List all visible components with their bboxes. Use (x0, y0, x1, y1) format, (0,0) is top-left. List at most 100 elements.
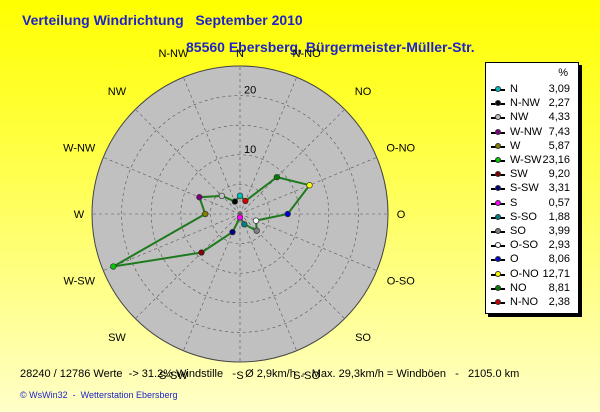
legend-item: O 8,06 (486, 253, 578, 267)
legend-marker (495, 299, 501, 305)
grid-spoke (239, 77, 297, 215)
legend-marker (495, 228, 501, 234)
grid-ring (150, 124, 330, 304)
legend-marker (495, 128, 501, 135)
legend-label: S-SW (510, 182, 539, 195)
legend-value: 12,71 (542, 267, 570, 280)
legend-value: 0,57 (548, 196, 570, 209)
data-point (306, 182, 313, 189)
legend-item: NW 4,33 (486, 111, 578, 125)
direction-label: W (74, 209, 85, 221)
chart-title: Verteilung Windrichtung September 2010 (22, 12, 303, 28)
direction-label: O-NO (386, 142, 415, 154)
legend-item: S-SO 1,88 (486, 211, 578, 225)
grid-spoke (183, 213, 241, 351)
legend-value: 9,20 (548, 168, 570, 181)
legend-marker (495, 171, 501, 178)
stats-footer: 28240 / 12786 Werte -> 31.2% Windstille … (20, 368, 520, 380)
legend-item: N 3,09 (486, 83, 578, 97)
direction-label: SO (355, 332, 371, 344)
data-point (229, 228, 236, 236)
legend-value: 2,93 (548, 239, 570, 252)
grid-ring (210, 184, 270, 244)
direction-label: N-NO (293, 48, 322, 60)
direction-label: N-NW (158, 48, 189, 60)
legend-value: 23,16 (542, 154, 570, 166)
legend-marker (495, 157, 501, 163)
legend-label: W-SW (510, 154, 542, 166)
legend-label: O (510, 253, 519, 266)
legend-marker (495, 213, 501, 220)
legend-label: SO (510, 225, 526, 237)
data-point (252, 217, 260, 224)
direction-label: O-SO (387, 276, 416, 288)
legend-label: N-NW (510, 97, 540, 110)
legend-item: W-SW 23,16 (486, 154, 578, 168)
data-point (202, 210, 209, 218)
radial-tick-label: 10 (244, 144, 256, 156)
legend-label: SW (510, 168, 528, 181)
grid-spoke (103, 157, 241, 215)
legend-value: 8,81 (548, 281, 570, 294)
data-point (236, 214, 244, 221)
data-point (196, 194, 203, 201)
grid-spoke (183, 77, 241, 215)
legend-item: NO 8,81 (486, 282, 578, 296)
legend-value: 3,99 (548, 225, 570, 237)
legend-label: NO (510, 281, 527, 294)
legend-item: SW 9,20 (486, 168, 578, 182)
data-point (253, 227, 260, 234)
legend-item: O-SO 2,93 (486, 239, 578, 253)
legend-label: W-NW (510, 125, 543, 138)
legend-label: W (510, 139, 521, 152)
direction-label: S-SO (293, 370, 320, 382)
data-point (218, 192, 226, 200)
direction-label: O (397, 209, 406, 221)
legend-value: 1,88 (548, 210, 570, 223)
legend-marker (495, 142, 501, 149)
legend-item: W 5,87 (486, 140, 578, 154)
legend-unit: % (558, 67, 568, 79)
legend-marker (495, 270, 501, 277)
legend: % N 3,09 N-NW 2,27 NW 4,33 W-NW 7,43 W 5,87 W-SW 23… (485, 62, 579, 314)
legend-marker (495, 86, 501, 92)
direction-label: S-SW (159, 370, 188, 382)
grid-spoke (103, 213, 241, 271)
legend-value: 2,38 (548, 296, 570, 308)
grid-spoke (135, 213, 241, 319)
legend-value: 5,87 (548, 139, 570, 152)
legend-marker (495, 256, 501, 263)
legend-value: 8,06 (548, 253, 570, 266)
data-point (236, 192, 244, 199)
legend-item: W-NW 7,43 (486, 126, 578, 140)
legend-label: S (510, 196, 518, 209)
direction-label: W-NW (63, 142, 96, 154)
legend-label: O-SO (510, 239, 539, 252)
legend-item: S 0,57 (486, 197, 578, 211)
legend-marker (495, 199, 501, 206)
legend-value: 2,27 (548, 97, 570, 110)
legend-value: 3,31 (548, 182, 570, 195)
data-point (198, 249, 205, 256)
grid-spoke (239, 109, 345, 215)
data-point (284, 210, 291, 218)
direction-label: S (236, 370, 243, 382)
legend-item: O-NO 12,71 (486, 268, 578, 282)
data-point (110, 263, 117, 270)
data-point (242, 197, 249, 205)
legend-label: N-NO (510, 296, 539, 308)
grid-ring (180, 154, 300, 274)
credits-text: © WsWin32 - Wetterstation Ebersberg (20, 390, 178, 400)
legend-item: SO 3,99 (486, 225, 578, 239)
legend-value: 7,43 (548, 125, 570, 138)
legend-item: S-SW 3,31 (486, 182, 578, 196)
chart-subtitle: 85560 Ebersberg, Bürgermeister-Müller-St… (186, 39, 475, 55)
legend-item: N-NO 2,38 (486, 296, 578, 310)
direction-label: N (236, 48, 244, 60)
legend-value: 4,33 (548, 111, 570, 124)
legend-item: N-NW 2,27 (486, 97, 578, 111)
legend-marker (495, 242, 501, 249)
grid-spoke (239, 213, 297, 351)
legend-marker (495, 114, 501, 121)
